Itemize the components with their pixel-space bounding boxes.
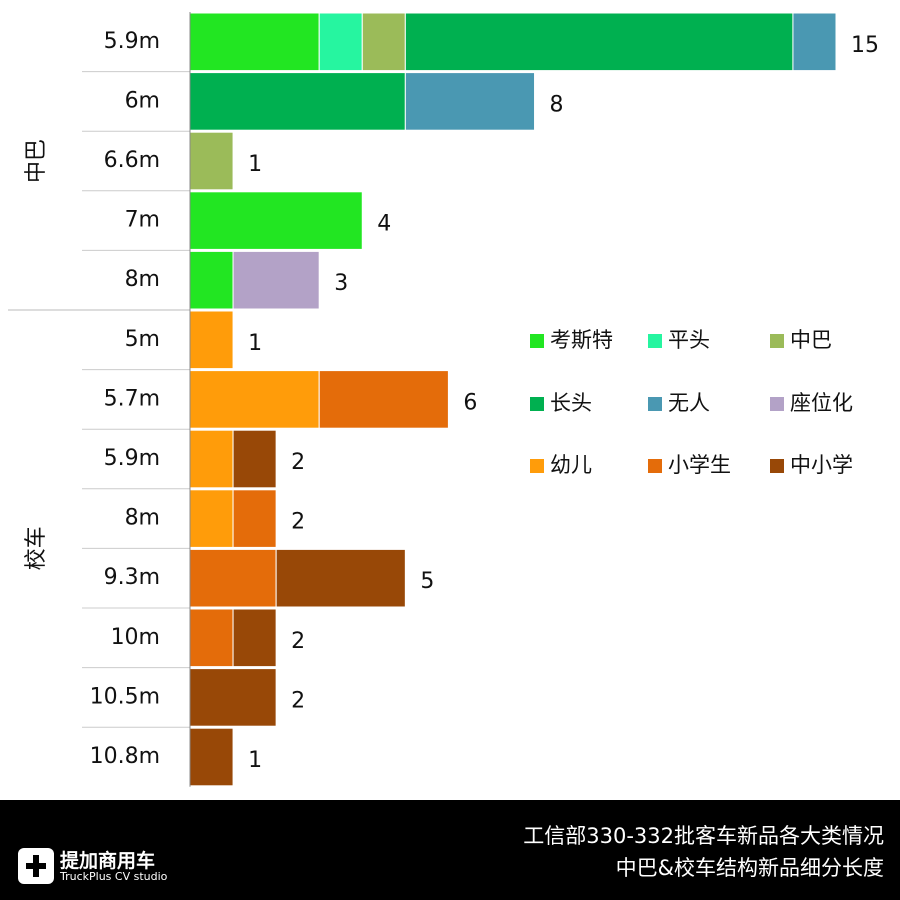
bar-segment xyxy=(189,608,234,668)
legend-swatch xyxy=(530,459,544,473)
legend-label: 考斯特 xyxy=(550,328,613,352)
category-label: 9.3m xyxy=(104,565,160,590)
category-label: 7m xyxy=(125,208,160,233)
legend-swatch xyxy=(770,397,784,411)
legend-swatch xyxy=(648,334,662,348)
category-label: 10.8m xyxy=(90,744,160,769)
bar-segment xyxy=(189,370,320,429)
bar-segment xyxy=(792,12,837,72)
bar-segment xyxy=(275,548,406,608)
logo-icon xyxy=(18,848,54,884)
total-label: 1 xyxy=(248,748,262,773)
category-label: 10m xyxy=(111,625,160,650)
bar-segment xyxy=(232,489,277,548)
bar-segment xyxy=(189,489,234,548)
total-label: 6 xyxy=(463,390,477,415)
bar-segment xyxy=(318,370,449,429)
chart-title: 工信部330-332批客车新品各大类情况 xyxy=(523,824,884,848)
total-label: 3 xyxy=(334,271,348,296)
category-label: 5m xyxy=(125,327,160,352)
bar-segment xyxy=(404,12,794,72)
legend-label: 中小学 xyxy=(790,453,853,477)
bar-segment xyxy=(232,429,277,489)
footer: 提加商用车 TruckPlus CV studio 工信部330-332批客车新… xyxy=(0,800,900,900)
legend-swatch xyxy=(648,459,662,473)
legend-label: 中巴 xyxy=(790,328,832,352)
bar-segment xyxy=(189,727,234,787)
bar-segment xyxy=(361,12,406,72)
legend-label: 无人 xyxy=(668,391,710,415)
category-label: 5.7m xyxy=(104,386,160,411)
brand-tagline: TruckPlus CV studio xyxy=(60,870,168,883)
category-label: 8m xyxy=(125,267,160,292)
total-label: 4 xyxy=(377,212,391,237)
legend-label: 小学生 xyxy=(668,453,731,477)
legend-swatch xyxy=(770,334,784,348)
total-label: 1 xyxy=(248,152,262,177)
bar-segment xyxy=(189,429,234,489)
bar-segment xyxy=(189,548,277,608)
bar-segment xyxy=(404,72,536,131)
category-label: 5.9m xyxy=(104,29,160,54)
bar-segment xyxy=(189,12,320,72)
bar-segment xyxy=(189,191,363,250)
category-label: 10.5m xyxy=(90,684,160,709)
bar-segment xyxy=(189,72,406,131)
category-label: 6m xyxy=(125,88,160,113)
bar-segment xyxy=(232,250,320,310)
bar-segment xyxy=(189,310,234,370)
legend-swatch xyxy=(770,459,784,473)
category-label: 5.9m xyxy=(104,446,160,471)
total-label: 15 xyxy=(851,33,879,58)
total-label: 1 xyxy=(248,331,262,356)
legend-label: 幼儿 xyxy=(550,453,592,477)
total-label: 2 xyxy=(291,629,305,654)
legend-swatch xyxy=(530,334,544,348)
group-label: 中巴 xyxy=(24,139,49,183)
legend-swatch xyxy=(530,397,544,411)
legend-label: 长头 xyxy=(550,391,592,415)
bar-segment xyxy=(189,250,234,310)
group-label: 校车 xyxy=(24,526,49,570)
legend-label: 座位化 xyxy=(790,391,853,415)
category-label: 8m xyxy=(125,506,160,531)
total-label: 5 xyxy=(420,569,434,594)
bar-segment xyxy=(318,12,363,72)
chart-subtitle: 中巴&校车结构新品细分长度 xyxy=(615,856,884,880)
legend-swatch xyxy=(648,397,662,411)
total-label: 2 xyxy=(291,510,305,535)
total-label: 2 xyxy=(291,450,305,475)
category-label: 6.6m xyxy=(104,148,160,173)
bar-segment xyxy=(189,131,234,191)
total-label: 2 xyxy=(291,688,305,713)
legend-label: 平头 xyxy=(668,328,710,352)
brand-name: 提加商用车 xyxy=(60,850,156,872)
bar-segment xyxy=(232,608,277,668)
bar-segment xyxy=(189,668,277,727)
total-label: 8 xyxy=(550,92,564,117)
